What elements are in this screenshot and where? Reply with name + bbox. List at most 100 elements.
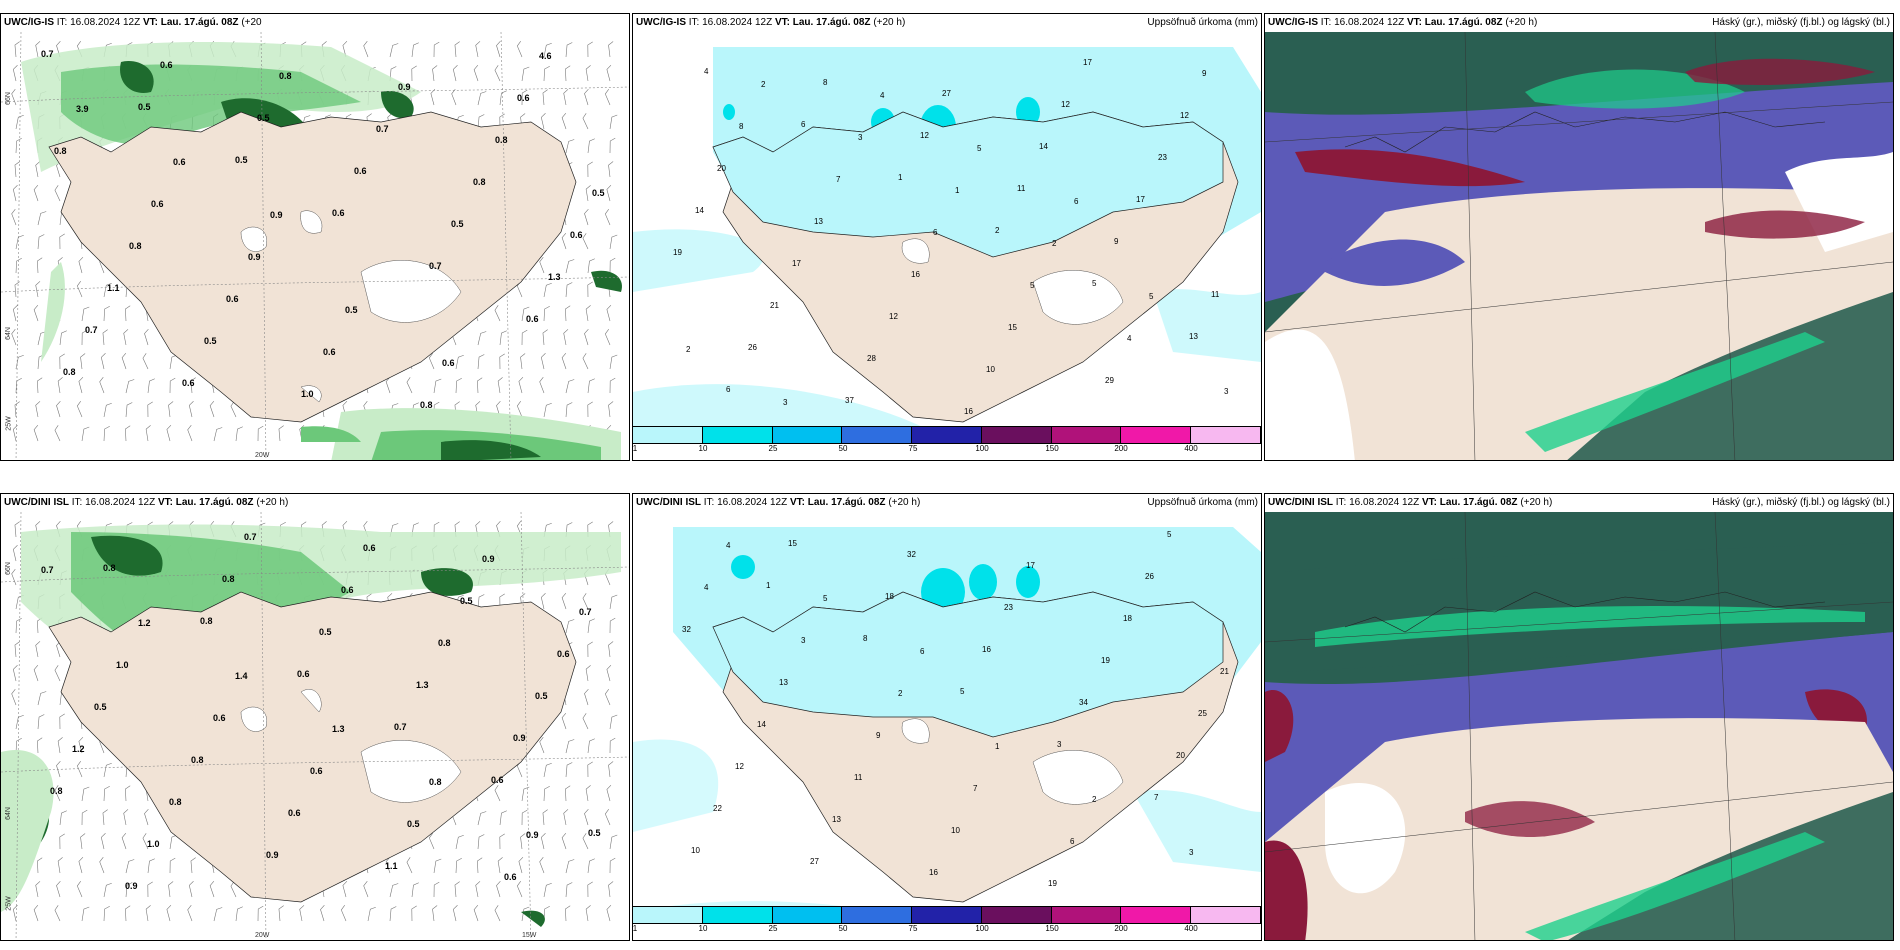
- wind-barb-icon: [473, 64, 479, 82]
- wind-barb-icon: [433, 881, 440, 898]
- wind-barb-icon: [59, 833, 65, 850]
- map-value-label: 0.5: [235, 155, 248, 165]
- wind-barb-icon: [15, 738, 22, 754]
- wind-barb-icon: [496, 40, 501, 58]
- wind-barb-icon: [543, 66, 550, 82]
- wind-barb-icon: [81, 906, 90, 922]
- map-area[interactable]: [1265, 512, 1893, 940]
- map-value-label: 16: [982, 645, 991, 654]
- wind-barb-icon: [477, 91, 487, 106]
- wind-barb-icon: [37, 857, 43, 874]
- map-area[interactable]: 4 6 1 2 5 13 6 8 12 11 9 11 26 37 27 14 17 19 21 28 16 12 23 14…: [633, 32, 1261, 460]
- map-value-label: 0.9: [482, 554, 495, 564]
- colorbar-tick: 1: [632, 924, 638, 933]
- wind-barb-icon: [11, 329, 17, 346]
- map-value-label: 22: [713, 804, 722, 813]
- wind-barb-icon: [169, 857, 176, 874]
- wind-barb-icon: [565, 305, 571, 322]
- map-value-label: 0.8: [279, 71, 292, 81]
- map-value-label: 0.9: [266, 850, 279, 860]
- map-value-label: 7: [973, 784, 978, 793]
- map-value-label: 14: [695, 206, 704, 215]
- wind-barb-icon: [411, 882, 419, 898]
- wind-barb-icon: [543, 882, 552, 898]
- map-value-label: 0.5: [588, 828, 601, 838]
- wind-barb-icon: [213, 907, 223, 922]
- wind-barb-icon: [103, 906, 110, 922]
- wind-barb-icon: [608, 161, 614, 178]
- map-area[interactable]: 0.7 0.5 0.5 0.6 0.7 0.6 0.8 0.6 0.5 0.6 0.5 1.3 0.7 0…: [1, 32, 629, 460]
- wind-barb-icon: [477, 811, 487, 826]
- map-value-label: 29: [1105, 376, 1114, 385]
- wind-barb-icon: [15, 354, 24, 370]
- map-value-label: 3: [1224, 387, 1229, 396]
- map-area[interactable]: [1265, 32, 1893, 460]
- map-area[interactable]: 0.8 0.8 0.6 0.7 0.6 0.5 0.9 0.8 0.5 1.3 0.9 0.8 1.0 0…: [1, 512, 629, 940]
- wind-barb-icon: [499, 330, 507, 346]
- wind-barb-icon: [609, 857, 616, 874]
- wind-barb-icon: [432, 905, 438, 922]
- wind-barb-icon: [582, 593, 589, 610]
- wind-barb-icon: [565, 379, 575, 394]
- map-value-label: 15: [788, 539, 797, 548]
- wind-barb-icon: [278, 425, 284, 442]
- map-value-label: 6: [920, 647, 925, 656]
- map-value-label: 21: [770, 301, 779, 310]
- wind-barb-icon: [561, 592, 567, 610]
- map-panel-wind-top: UWC/IG-IS IT: 16.08.2024 12Z VT: Lau. 17…: [0, 13, 630, 461]
- wind-barb-icon: [15, 138, 22, 154]
- wind-barb-icon: [609, 257, 616, 274]
- map-value-label: 18: [1123, 614, 1132, 623]
- wind-barb-icon: [385, 856, 391, 874]
- wind-barb-icon: [587, 41, 593, 58]
- wind-barb-icon: [102, 329, 108, 346]
- iceland-land: [48, 111, 577, 423]
- wind-barb-icon: [499, 833, 505, 850]
- header-field-title: Háský (gr.), miðský (fj.bl.) og lágský (…: [1712, 497, 1890, 508]
- map-value-label: 6: [1074, 197, 1079, 206]
- wind-barb-icon: [584, 88, 589, 106]
- lon-label: 25W: [5, 896, 13, 911]
- map-value-label: 9: [876, 731, 881, 740]
- map-value-label: 3: [1057, 740, 1062, 749]
- map-value-label: 4: [704, 67, 709, 76]
- map-value-label: 19: [1048, 879, 1057, 888]
- header-field-title: Uppsöfnuð úrkoma (mm): [1147, 497, 1258, 508]
- wind-barb-icon: [543, 306, 550, 322]
- wind-barb-icon: [121, 352, 127, 370]
- wind-barb-icon: [78, 377, 84, 394]
- map-value-label: 8: [739, 122, 744, 131]
- map-value-label: 16: [911, 270, 920, 279]
- header-lead: (+20 h): [1502, 17, 1538, 28]
- wind-barb-icon: [604, 809, 611, 826]
- wind-barb-icon: [320, 904, 325, 922]
- map-area[interactable]: 1 8 5 3 7 10 15 18 16 34 20 22 27 32 23 19 25 12 13 16 17 18 2…: [633, 512, 1261, 940]
- map-value-label: 18: [885, 592, 894, 601]
- wind-barb-icon: [606, 305, 612, 322]
- wind-barb-icon: [80, 833, 86, 850]
- wind-barb-icon: [518, 377, 524, 394]
- wind-barb-icon: [516, 401, 523, 418]
- wind-barb-icon: [609, 377, 616, 394]
- lat-label: 66N: [4, 562, 12, 575]
- wind-barb-icon: [11, 209, 17, 226]
- wind-barb-icon: [125, 425, 131, 442]
- wind-barb-icon: [494, 905, 501, 922]
- map-value-label: 17: [792, 259, 801, 268]
- map-value-label: 0.6: [504, 872, 517, 882]
- wind-barb-icon: [188, 401, 194, 418]
- wind-barb-icon: [494, 305, 501, 322]
- wind-barb-icon: [582, 353, 589, 370]
- wind-barb-icon: [33, 904, 39, 922]
- wind-barb-icon: [582, 113, 589, 130]
- wind-barb-icon: [54, 665, 61, 682]
- map-value-label: 16: [929, 868, 938, 877]
- wind-barb-icon: [103, 402, 112, 418]
- wind-barb-icon: [14, 161, 20, 178]
- wind-barb-icon: [609, 714, 618, 730]
- wind-barb-icon: [54, 425, 61, 442]
- wind-barb-icon: [340, 905, 347, 922]
- colorbar-tick: 200: [1114, 924, 1128, 933]
- map-value-label: 20: [717, 164, 726, 173]
- map-value-label: 8: [823, 78, 828, 87]
